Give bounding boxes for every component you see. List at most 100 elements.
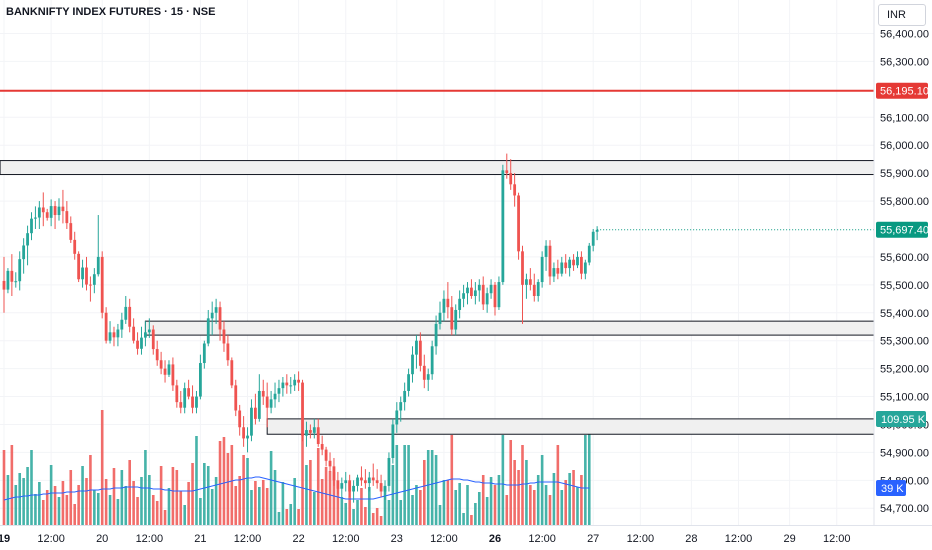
x-tick-label: 26 — [489, 533, 501, 545]
volume-bar — [226, 453, 230, 525]
volume-bar — [293, 478, 296, 525]
volume-bar — [10, 445, 14, 525]
volume-tag — [876, 411, 926, 427]
candle-body — [30, 218, 33, 234]
candle-body — [277, 388, 281, 394]
candle-body — [202, 343, 206, 364]
volume-bar — [22, 478, 25, 525]
candle-body — [128, 306, 132, 327]
volume-bar — [572, 470, 575, 525]
volume-bar — [265, 488, 269, 525]
volume-bar — [163, 510, 167, 525]
candle-body — [497, 282, 501, 308]
candle-body — [391, 424, 395, 458]
candle-body — [399, 402, 403, 411]
candle-body — [379, 483, 383, 492]
volume-ma-tag-label: 39 K — [881, 483, 904, 495]
volume-bar — [210, 489, 214, 525]
candle-body — [509, 173, 513, 185]
candle-body — [324, 449, 328, 461]
candle-body — [214, 307, 218, 313]
y-tick-label: 55,200.00 — [880, 364, 929, 376]
candle-body — [155, 349, 159, 361]
volume-bar — [356, 500, 359, 525]
volume-ma-line — [3, 476, 590, 501]
candle-body — [293, 379, 297, 386]
candle-body — [124, 306, 128, 320]
candle-body — [159, 360, 163, 369]
candle-body — [552, 268, 556, 277]
candle-body — [426, 374, 430, 380]
volume-bar — [509, 440, 513, 525]
volume-bar — [580, 475, 583, 525]
x-tick-label: 23 — [391, 533, 403, 545]
volume-bar — [556, 445, 560, 525]
y-tick-label: 56,000.00 — [880, 140, 929, 152]
candle-body — [528, 279, 532, 285]
candle-body — [403, 390, 407, 403]
volume-bar — [297, 509, 300, 525]
volume-bar — [466, 485, 469, 525]
candle-body — [466, 287, 469, 294]
volume-bar — [540, 455, 544, 525]
candle-body — [525, 279, 528, 285]
candle-body — [568, 259, 572, 269]
candle-body — [340, 483, 344, 489]
candle-body — [10, 270, 14, 282]
candle-body — [269, 399, 273, 408]
volume-bar — [497, 475, 501, 525]
candle-body — [253, 407, 257, 419]
volume-bar — [112, 468, 116, 525]
volume-bar — [120, 470, 124, 525]
volume-bar — [175, 470, 179, 525]
volume-bar — [344, 503, 348, 525]
volume-bar — [501, 435, 505, 525]
volume-bar — [529, 485, 532, 525]
volume-bar — [116, 499, 120, 525]
candle-body — [89, 284, 92, 286]
candle-body — [285, 382, 289, 386]
volume-bar — [430, 450, 434, 525]
candle-body — [595, 229, 599, 232]
volume-bar — [438, 505, 442, 525]
volume-bar — [481, 475, 485, 525]
volume-bar — [238, 476, 241, 525]
volume-bar — [454, 490, 458, 525]
y-tick-label: 56,400.00 — [880, 29, 929, 41]
volume-bar — [222, 437, 226, 525]
volume-bar — [61, 481, 65, 525]
volume-bar — [81, 466, 84, 525]
candle-body — [281, 382, 285, 389]
candle-body — [163, 368, 167, 375]
candle-body — [540, 256, 544, 283]
resistance-price-label: 56,195.10 — [880, 86, 929, 98]
volume-bar — [246, 458, 249, 525]
candle-body — [411, 354, 414, 375]
candle-body — [34, 217, 37, 219]
volume-bar — [320, 479, 324, 525]
candle-body — [132, 326, 136, 341]
y-tick-label: 55,400.00 — [880, 308, 929, 320]
volume-bar — [96, 493, 100, 525]
candle-body — [532, 284, 536, 297]
volume-bar — [309, 460, 312, 525]
currency-button[interactable]: INR — [878, 4, 926, 26]
volume-bar — [560, 490, 564, 525]
volume-bar — [493, 485, 497, 525]
volume-bar — [179, 491, 183, 525]
volume-bar — [305, 465, 308, 525]
chart-grid — [0, 0, 874, 525]
volume-bar — [108, 495, 112, 525]
last-price-label: 55,697.40 — [880, 225, 929, 237]
candle-body — [57, 206, 61, 216]
candle-body — [415, 340, 418, 355]
x-tick-label: 12:00 — [627, 533, 655, 545]
candle-body — [556, 268, 560, 274]
candle-body — [308, 430, 312, 433]
volume-bar — [313, 492, 316, 525]
candle-body — [171, 364, 175, 386]
candle-body — [289, 385, 293, 387]
x-tick-label: 27 — [587, 533, 599, 545]
